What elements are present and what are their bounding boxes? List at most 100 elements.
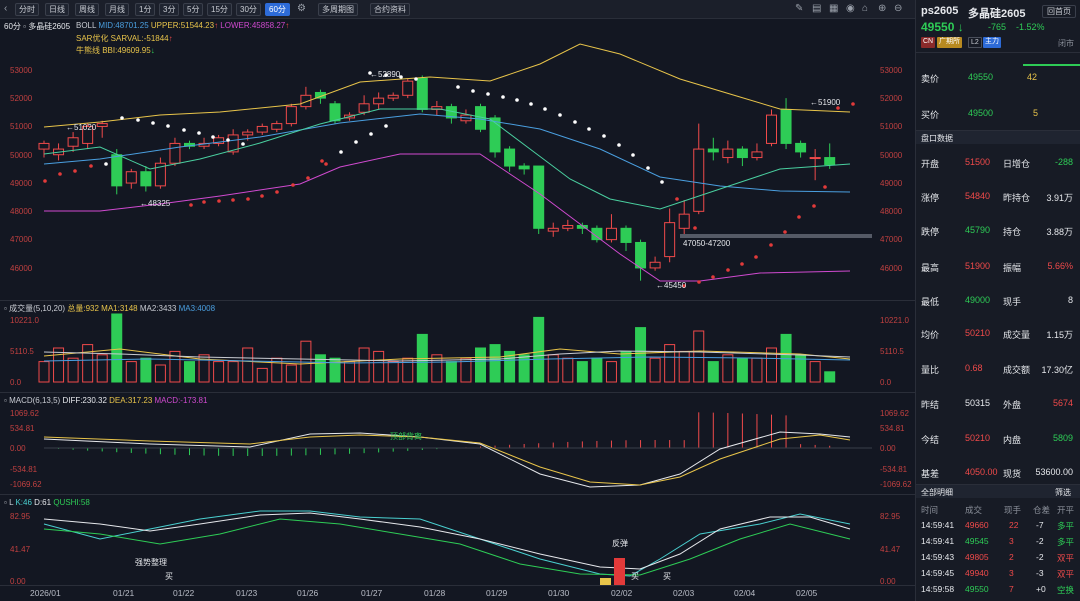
trades-title[interactable]: 全部明细 <box>921 488 953 497</box>
btn-daily[interactable]: 日线 <box>45 3 69 16</box>
contract-code: ps2605 <box>921 5 959 17</box>
macd-tick-right: 0.00 <box>880 444 896 453</box>
volume-bar <box>504 350 516 383</box>
bid-row[interactable]: 买价 49500 5 <box>921 108 1039 120</box>
quote-row: 量比 0.68 成交额 17.30亿 <box>921 363 1073 375</box>
kline-chart[interactable] <box>0 19 915 601</box>
btn-30min[interactable]: 30分 <box>236 3 261 16</box>
trade-row: 14:59:58 49550 7 +0 空换 <box>921 584 1075 595</box>
macd-close-icon[interactable]: ▫ <box>4 396 7 405</box>
gear-icon[interactable]: ⚙ <box>297 3 306 14</box>
draw-icon[interactable]: ✎ <box>795 3 804 14</box>
quote-row: 开盘 51500 日增仓 -288 <box>921 157 1073 169</box>
btn-1min[interactable]: 1分 <box>135 3 156 16</box>
menu-icon[interactable]: ‹ <box>4 3 8 14</box>
x-tick: 01/22 <box>173 588 195 598</box>
quote-row: 跌停 45790 持仓 3.88万 <box>921 225 1073 237</box>
candle-body <box>154 162 166 187</box>
btn-weekly[interactable]: 周线 <box>75 3 99 16</box>
volume-bar <box>358 347 370 383</box>
volume-bar <box>605 361 617 383</box>
macd-tick-left: -1069.62 <box>10 480 42 489</box>
candle-body <box>329 103 341 122</box>
trade-row: 14:59:41 49660 22 -7 多平 <box>921 520 1075 531</box>
sar-dot <box>104 162 108 166</box>
btn-3min[interactable]: 3分 <box>159 3 180 16</box>
camera-icon[interactable]: ◉ <box>846 3 855 14</box>
x-tick: 01/29 <box>486 588 508 598</box>
kd-note-4: 买 <box>631 572 639 581</box>
ask-row[interactable]: 卖价 49550 42 <box>921 72 1038 84</box>
x-tick: 01/26 <box>297 588 319 598</box>
quote-row: 昨结 50315 外盘 5674 <box>921 398 1073 410</box>
price-tick-left: 49000 <box>10 179 33 188</box>
sar-dot <box>217 199 221 203</box>
range-band <box>680 234 872 238</box>
zoom-in-icon[interactable]: ⊕ <box>878 3 887 14</box>
vol-tick-left: 5110.5 <box>10 347 34 356</box>
x-tick: 02/03 <box>673 588 695 598</box>
sar-dot <box>166 124 170 128</box>
volume-bar <box>766 347 777 383</box>
volume-bar <box>285 364 297 383</box>
vol-close-icon[interactable]: ▫ <box>4 304 7 313</box>
sar-dot <box>471 89 475 93</box>
quote-row: 均价 50210 成交量 1.15万 <box>921 328 1073 340</box>
candle-body <box>285 106 297 125</box>
macd-legend: ▫ MACD(6,13,5) DIFF:230.32 DEA:317.23 MA… <box>4 396 208 405</box>
sar-dot <box>515 98 519 102</box>
trade-row: 14:59:43 49805 2 -2 双平 <box>921 552 1075 563</box>
zoom-out-icon[interactable]: ⊖ <box>894 3 903 14</box>
btn-5min[interactable]: 5分 <box>183 3 204 16</box>
sar-dot <box>368 71 372 75</box>
calendar-icon[interactable]: ▦ <box>829 3 839 14</box>
sar-dot <box>631 153 635 157</box>
layout-icon[interactable]: ▤ <box>812 3 822 14</box>
section-quote: 盘口数据 <box>921 134 953 143</box>
market-status: 闭市 <box>1058 39 1074 48</box>
sar-dot <box>558 113 562 117</box>
tag-main: 主力 <box>983 37 1001 48</box>
btn-60min[interactable]: 60分 <box>265 3 290 16</box>
volume-bar <box>227 361 239 383</box>
indicator-line <box>43 350 851 362</box>
vol-tick-right: 5110.5 <box>880 347 904 356</box>
candle-body <box>693 148 705 212</box>
volume-bar <box>154 364 166 383</box>
sar-dot <box>617 143 621 147</box>
kd-close-icon[interactable]: ▫ <box>4 498 7 507</box>
indicator-line <box>43 43 851 128</box>
trades-filter[interactable]: 筛选 <box>1055 488 1071 497</box>
chart-close-icon[interactable]: ▫ <box>23 22 26 31</box>
kd-tick-right: 41.47 <box>880 545 901 554</box>
sar-dot <box>291 183 295 187</box>
x-tick: 02/05 <box>796 588 818 598</box>
volume-legend: ▫ 成交量(5,10,20) 总量:932 MA1:3148 MA2:3433 … <box>4 304 216 313</box>
btn-contract-info[interactable]: 合约资料 <box>370 3 410 16</box>
candle-body <box>227 134 239 153</box>
candle-body <box>736 148 748 159</box>
volume-bar <box>67 357 79 383</box>
alert-icon[interactable]: ⌂ <box>862 3 869 14</box>
indicator-line <box>43 512 851 570</box>
candle-body <box>82 125 94 144</box>
btn-fenshi[interactable]: 分时 <box>15 3 39 16</box>
candle-body <box>780 108 792 144</box>
volume-bar <box>518 354 530 383</box>
volume-bar <box>809 361 821 383</box>
btn-monthly[interactable]: 月线 <box>105 3 129 16</box>
volume-bar <box>38 361 50 383</box>
quote-panel: ps2605 多晶硅2605 回首页 49550 ↓ -765 -1.52% C… <box>915 0 1080 601</box>
volume-bar <box>693 330 705 383</box>
price-tick-right: 48000 <box>880 207 903 216</box>
kd-note-3: 反弹 <box>612 539 628 548</box>
btn-multi-period[interactable]: 多周期图 <box>318 3 358 16</box>
volume-bar <box>445 361 457 383</box>
home-button[interactable]: 回首页 <box>1042 5 1076 18</box>
candle-body <box>256 125 268 133</box>
annot-48325: ←48325 <box>140 199 171 208</box>
sar-dot <box>769 243 773 247</box>
trade-row: 14:59:41 49545 3 -2 多平 <box>921 536 1075 547</box>
btn-15min[interactable]: 15分 <box>207 3 232 16</box>
candle-body <box>358 103 370 113</box>
